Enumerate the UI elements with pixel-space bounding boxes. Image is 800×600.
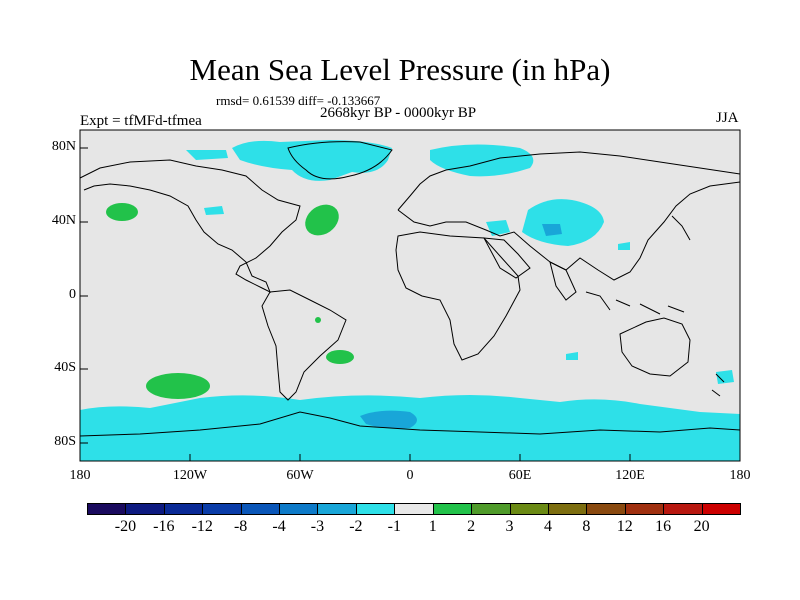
colorbar-swatch — [355, 503, 396, 515]
chart-title: Mean Sea Level Pressure (in hPa) — [189, 52, 611, 87]
north-pacific-high — [106, 203, 138, 221]
colorbar-swatch — [87, 503, 127, 515]
weddell-strong-region — [360, 410, 417, 429]
lat-label: 80N — [51, 139, 76, 154]
colorbar-swatch — [432, 503, 473, 515]
coastlines — [79, 141, 741, 437]
lon-label: 180 — [69, 468, 91, 483]
colorbar-label: -4 — [272, 518, 286, 535]
colorbar-label: 20 — [693, 518, 710, 535]
colorbar-label: -2 — [349, 518, 363, 535]
colorbar-swatch — [624, 503, 665, 515]
colorbar-swatch — [701, 503, 741, 515]
period-label: 2668kyr BP - 0000kyr BP — [320, 105, 477, 121]
negative-anomaly-regions — [80, 140, 740, 461]
south-pacific-high — [146, 373, 210, 399]
colorbar-swatch — [509, 503, 549, 515]
lon-label: 0 — [406, 468, 414, 483]
colorbar-swatch — [163, 503, 204, 515]
colorbar-swatch — [586, 503, 626, 515]
lon-label: 60E — [508, 468, 532, 483]
colorbar-label: -3 — [310, 518, 325, 535]
colorbar-label: -20 — [114, 518, 137, 535]
colorbar-label: 4 — [543, 518, 552, 535]
south-pacific-small-region — [716, 370, 734, 384]
colorbar-swatch — [471, 503, 511, 515]
lon-label: 120E — [615, 468, 645, 483]
colorbar-label: 3 — [505, 518, 514, 535]
experiment-label: Expt = tfMFd-tfmea — [80, 113, 202, 129]
central-asia-region — [522, 199, 604, 246]
colorbar-label: -16 — [153, 518, 175, 535]
lat-label: 80S — [54, 434, 76, 449]
lon-label: 120W — [172, 468, 208, 483]
colorbar-label: 1 — [428, 518, 437, 535]
colorbar-label: -1 — [387, 518, 401, 535]
positive-anomaly-regions — [106, 203, 354, 399]
colorbar-label: 2 — [467, 518, 476, 535]
colorbar-swatch — [202, 503, 242, 515]
colorbar-label: 8 — [582, 518, 591, 535]
north-atlantic-high — [305, 204, 339, 236]
colorbar-label: -8 — [233, 518, 248, 535]
arabia-region — [486, 220, 510, 236]
colorbar-swatch — [125, 503, 165, 515]
north-canada-region — [186, 150, 228, 160]
colorbar-swatch — [279, 503, 319, 515]
lat-label: 40S — [54, 360, 76, 375]
colorbar-swatch — [240, 503, 281, 515]
colorbar-swatch — [547, 503, 588, 515]
lon-label: 180 — [729, 468, 751, 483]
colorbar-swatch — [663, 503, 703, 515]
stats-label: rmsd= 0.61539 diff= -0.133667 — [216, 93, 381, 108]
asia-strong-region — [542, 224, 562, 236]
lat-label: 40N — [51, 213, 76, 228]
colorbar-label: -12 — [191, 518, 213, 535]
lon-label: 60W — [286, 468, 314, 483]
colorbar-swatch — [394, 503, 434, 515]
colorbar-label: 16 — [655, 518, 672, 535]
axis-ticks — [80, 147, 631, 461]
lat-label: 0 — [69, 287, 76, 302]
colorbar-label: 12 — [616, 518, 633, 535]
east-asia-small-region — [618, 242, 630, 250]
season-label: JJA — [716, 110, 739, 126]
north-atlantic-small-region — [204, 206, 224, 215]
indian-ocean-small-region — [566, 352, 578, 360]
colorbar-swatch — [317, 503, 357, 515]
south-atlantic-high — [326, 350, 354, 364]
greenland-arctic-region — [232, 140, 392, 181]
brazil-small-high — [315, 317, 321, 323]
